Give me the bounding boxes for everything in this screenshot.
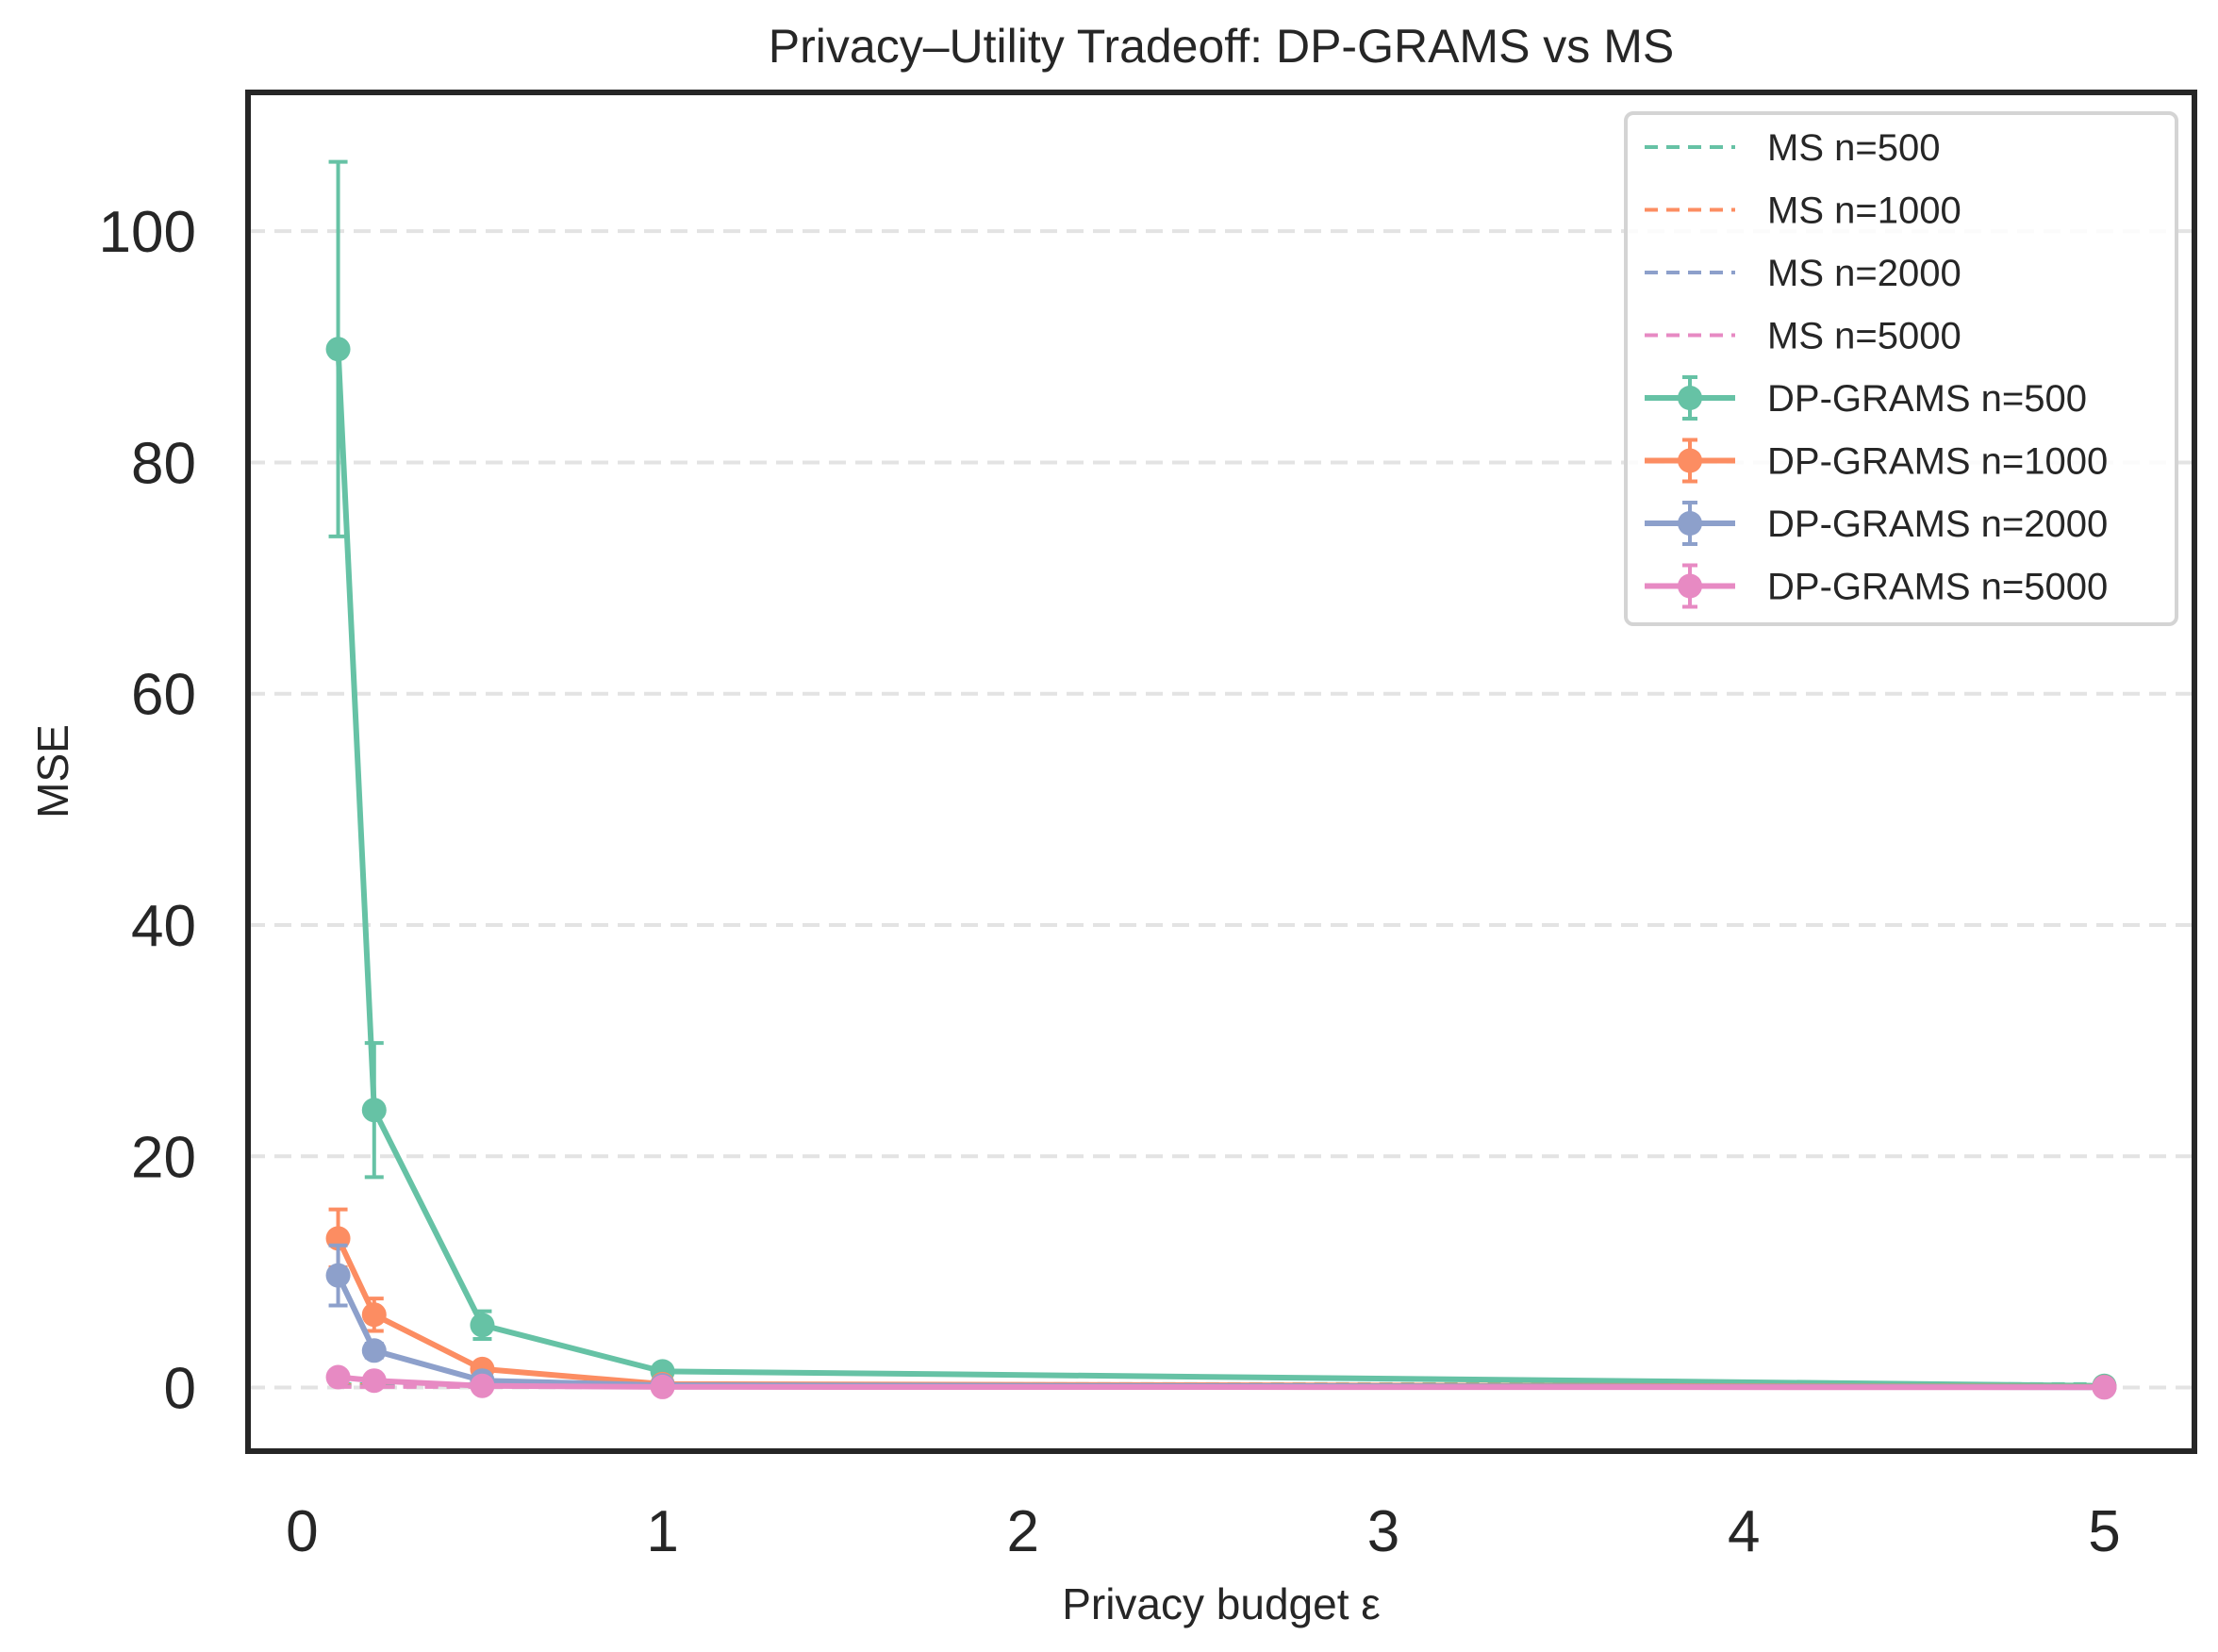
legend-label: DP-GRAMS n=2000 [1767,504,2108,545]
data-point [470,1313,495,1338]
legend-box [1624,111,2178,626]
ticks-layer: 0 20 40 60 80 100 0 1 2 3 4 5 [99,200,2121,1564]
data-point [325,1263,351,1288]
legend-marker [1678,448,1702,473]
data-point [361,1098,387,1123]
x-axis-label: Privacy budget ε [1062,1579,1381,1628]
y-tick-label: 40 [131,894,196,959]
legend-item: DP-GRAMS n=1000 [1645,438,2108,484]
x-tick-label: 1 [646,1499,678,1564]
legend-item: MS n=500 [1645,127,1940,169]
y-tick-label: 60 [131,663,196,728]
legend-item: MS n=1000 [1645,190,1961,232]
data-point [650,1374,675,1399]
data-point [361,1368,387,1394]
chart-title: Privacy–Utility Tradeoff: DP-GRAMS vs MS [769,20,1674,73]
data-point [470,1373,495,1398]
legend-label: MS n=2000 [1767,253,1961,294]
series-7 [325,1364,2117,1400]
data-point [361,1302,387,1328]
plot-frame [245,90,2197,1454]
legend-marker [1678,511,1702,536]
y-tick-label: 20 [131,1125,196,1190]
legend-item: DP-GRAMS n=500 [1645,375,2087,421]
legend-label: DP-GRAMS n=500 [1767,378,2087,420]
y-axis-label: MSE [28,724,77,818]
x-tick-label: 4 [1728,1499,1760,1564]
legend-item: DP-GRAMS n=5000 [1645,563,2108,609]
legend-item: DP-GRAMS n=2000 [1645,501,2108,546]
legend-label: DP-GRAMS n=1000 [1767,441,2108,483]
legend-marker [1678,386,1702,410]
legend-label: MS n=1000 [1767,190,1961,232]
y-tick-label: 0 [164,1357,196,1422]
x-tick-label: 0 [286,1499,318,1564]
data-point [325,1364,351,1390]
legend: MS n=500 MS n=1000 MS n=2000 MS n=5000 DP-GR… [1624,111,2178,626]
series-layer [325,159,2117,1400]
data-point [361,1338,387,1363]
legend-item: MS n=2000 [1645,253,1961,294]
x-tick-label: 2 [1007,1499,1039,1564]
data-point [325,337,351,362]
legend-item: MS n=5000 [1645,316,1961,357]
y-tick-label: 80 [131,431,196,496]
x-tick-label: 3 [1367,1499,1399,1564]
x-tick-label: 5 [2088,1499,2120,1564]
legend-label: MS n=500 [1767,127,1940,169]
y-tick-label: 100 [99,200,196,265]
legend-label: MS n=5000 [1767,316,1961,357]
data-point [2092,1375,2117,1400]
legend-marker [1678,573,1702,599]
legend-label: DP-GRAMS n=5000 [1767,567,2108,608]
